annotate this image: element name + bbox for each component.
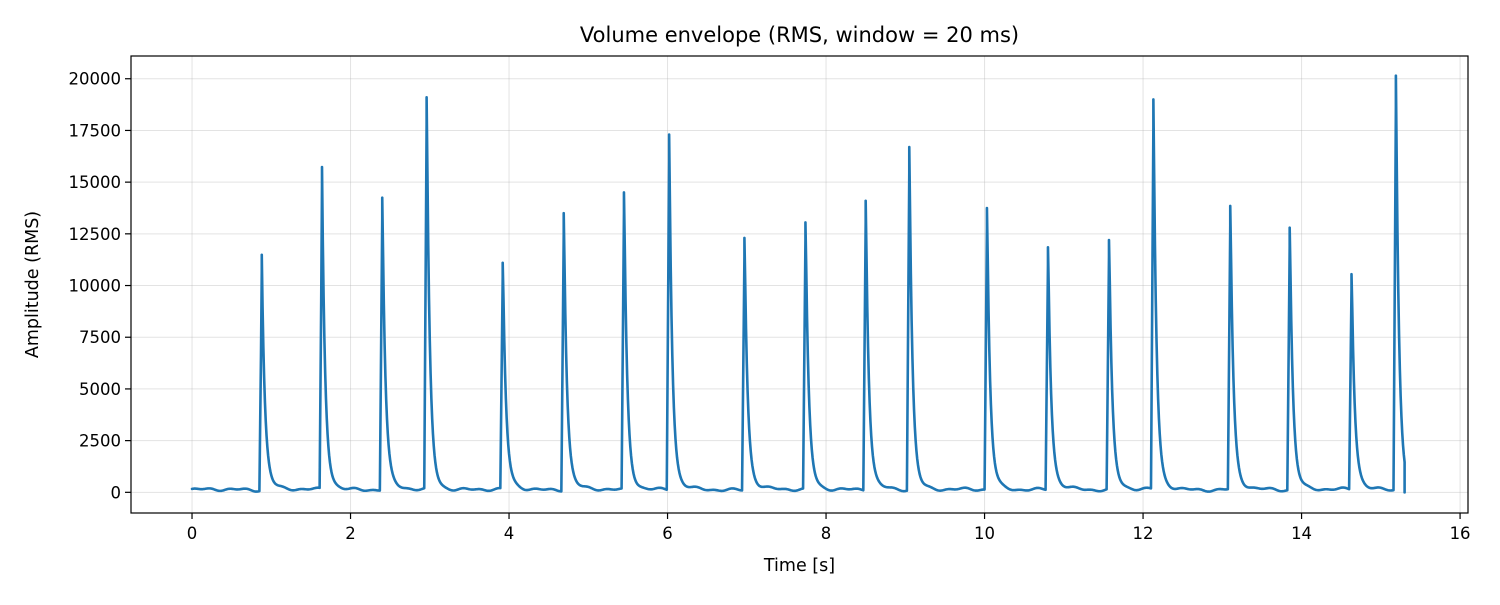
x-tick-label: 16 (1450, 524, 1471, 543)
y-tick-label: 0 (111, 483, 122, 502)
peak-point (668, 133, 670, 135)
x-tick-label: 12 (1133, 524, 1154, 543)
peak-point (1288, 226, 1290, 228)
x-tick-label: 8 (821, 524, 832, 543)
y-axis-label: Amplitude (RMS) (23, 211, 43, 358)
x-tick-label: 2 (345, 524, 356, 543)
peak-point (1229, 205, 1231, 207)
plot-frame (130, 55, 1469, 514)
peak-point (804, 221, 806, 223)
peak-point (1395, 74, 1397, 76)
peak-point (623, 191, 625, 193)
peak-point (1350, 273, 1352, 275)
y-tick-label: 20000 (69, 70, 122, 89)
peak-point (908, 146, 910, 148)
rms-envelope-line (190, 74, 1406, 494)
x-tick-label: 10 (974, 524, 995, 543)
x-tick-label: 6 (662, 524, 673, 543)
peak-point (501, 262, 503, 264)
peak-point (1108, 239, 1110, 241)
peak-point (425, 96, 427, 98)
y-tick-label: 10000 (69, 277, 122, 296)
peak-point (743, 237, 745, 239)
y-tick-label: 12500 (69, 225, 122, 244)
x-axis: 0 2 4 6 8 10 12 14 16 (187, 513, 1471, 543)
peak-point (1047, 246, 1049, 248)
chart-title: Volume envelope (RMS, window = 20 ms) (580, 23, 1019, 47)
y-tick-label: 2500 (79, 432, 121, 451)
y-tick-label: 15000 (69, 173, 122, 192)
peak-point (864, 200, 866, 202)
x-tick-label: 14 (1291, 524, 1312, 543)
plot-area (190, 74, 1406, 494)
x-tick-label: 0 (187, 524, 198, 543)
x-tick-label: 4 (504, 524, 515, 543)
peak-point (321, 184, 323, 186)
peak-point (986, 207, 988, 209)
grid (131, 56, 1468, 513)
y-tick-label: 5000 (79, 380, 121, 399)
y-axis: 0 2500 5000 7500 10000 12500 15000 17500 20000 (69, 70, 131, 502)
y-tick-label: 17500 (69, 121, 122, 140)
peak-point (1152, 98, 1154, 100)
peak-point (563, 212, 565, 214)
y-tick-label: 7500 (79, 328, 121, 347)
x-axis-label: Time [s] (763, 556, 835, 576)
peak-point (261, 270, 263, 272)
peak-point (381, 196, 383, 198)
